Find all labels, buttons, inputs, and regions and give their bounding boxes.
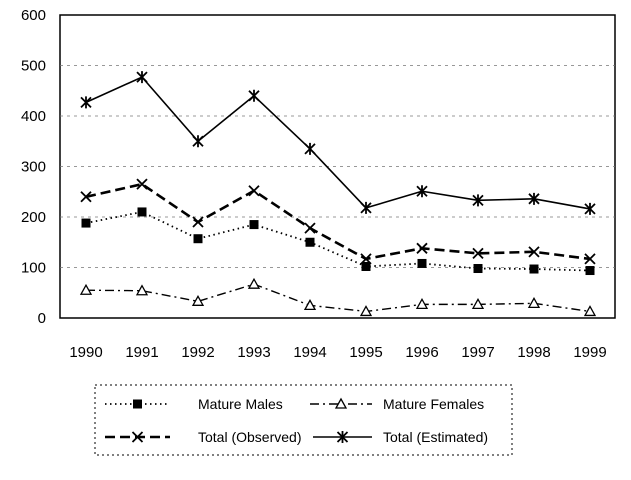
data-point-total-estimated: [304, 142, 316, 155]
legend: Mature Males Mature Females Total (Observe…: [105, 396, 488, 445]
legend-item-total-estimated: Total (Estimated): [313, 429, 488, 445]
data-point-total-estimated: [248, 89, 260, 102]
data-point-mature-females: [359, 305, 373, 317]
x-tick-label: 1992: [181, 344, 214, 361]
data-point-mature-males: [305, 237, 315, 247]
y-axis-ticks: 0 100 200 300 400 500 600: [21, 7, 46, 327]
data-point-total-observed: [416, 242, 428, 254]
legend-item-mature-males: Mature Males: [105, 396, 283, 412]
data-point-mature-males: [81, 218, 91, 228]
y-tick-label: 300: [21, 159, 46, 176]
x-tick-label: 1998: [517, 344, 550, 361]
data-point-total-observed: [528, 246, 540, 258]
y-tick-label: 200: [21, 209, 46, 226]
series-line-mature-females: [85, 283, 591, 313]
y-tick-label: 600: [21, 7, 46, 24]
legend-marker: [336, 431, 349, 443]
series-mature-females: [79, 277, 597, 317]
data-point-mature-females: [527, 297, 541, 309]
y-tick-label: 100: [21, 260, 46, 277]
x-tick-label: 1995: [349, 344, 382, 361]
legend-label: Mature Females: [383, 396, 484, 412]
series-line-mature-males: [85, 211, 591, 272]
data-point-mature-males: [417, 258, 427, 268]
data-point-mature-males: [585, 266, 595, 276]
data-point-total-estimated: [472, 194, 484, 207]
x-tick-label: 1997: [461, 344, 494, 361]
x-axis-ticks: 1990 1991 1992 1993 1994 1995 1996 1997 1998 1999: [69, 344, 606, 361]
series-mature-males: [81, 207, 595, 276]
data-point-total-observed: [304, 222, 316, 234]
legend-label: Mature Males: [198, 396, 283, 412]
series-total-observed: [80, 178, 596, 265]
y-tick-label: 400: [21, 108, 46, 125]
data-point-total-estimated: [416, 185, 428, 198]
x-tick-label: 1999: [573, 344, 606, 361]
data-point-mature-males: [137, 207, 147, 217]
data-point-mature-males: [193, 234, 203, 244]
series-total-estimated: [80, 71, 596, 215]
x-tick-label: 1990: [69, 344, 102, 361]
data-point-mature-females: [471, 298, 485, 310]
gridlines: [60, 65, 615, 268]
data-point-mature-males: [249, 220, 259, 230]
data-point-total-observed: [136, 178, 148, 190]
legend-label: Total (Observed): [198, 429, 301, 445]
data-point-mature-males: [361, 261, 371, 271]
data-point-mature-females: [191, 294, 205, 306]
data-point-total-estimated: [80, 96, 92, 109]
data-point-mature-females: [415, 298, 429, 310]
data-point-total-observed: [248, 185, 260, 197]
series-line-total-estimated: [85, 76, 591, 210]
y-tick-label: 0: [38, 310, 46, 327]
data-point-mature-males: [529, 264, 539, 274]
data-point-total-observed: [584, 253, 596, 265]
data-point-total-observed: [80, 191, 92, 203]
data-point-mature-females: [135, 284, 149, 296]
y-tick-label: 500: [21, 58, 46, 75]
data-point-total-observed: [360, 253, 372, 265]
data-point-mature-males: [473, 264, 483, 274]
x-tick-label: 1994: [293, 344, 326, 361]
legend-label: Total (Estimated): [383, 429, 488, 445]
data-point-mature-females: [247, 277, 261, 289]
data-point-mature-females: [79, 283, 93, 295]
x-tick-label: 1991: [125, 344, 158, 361]
legend-marker: [133, 399, 142, 409]
x-tick-label: 1996: [405, 344, 438, 361]
x-tick-label: 1993: [237, 344, 270, 361]
data-point-total-estimated: [584, 202, 596, 215]
data-point-total-estimated: [136, 71, 148, 84]
legend-marker: [334, 397, 348, 409]
data-point-total-estimated: [192, 135, 204, 148]
data-point-mature-females: [303, 299, 317, 311]
legend-box: [94, 384, 513, 456]
legend-item-mature-females: Mature Females: [310, 396, 484, 412]
series-line-total-observed: [85, 182, 591, 261]
data-point-mature-females: [583, 305, 597, 317]
data-point-total-observed: [472, 247, 484, 259]
legend-marker: [131, 431, 144, 443]
series-group: [79, 71, 597, 317]
legend-item-total-observed: Total (Observed): [105, 429, 301, 445]
data-point-total-estimated: [528, 192, 540, 205]
data-point-total-observed: [192, 216, 204, 228]
data-point-total-estimated: [360, 201, 372, 214]
